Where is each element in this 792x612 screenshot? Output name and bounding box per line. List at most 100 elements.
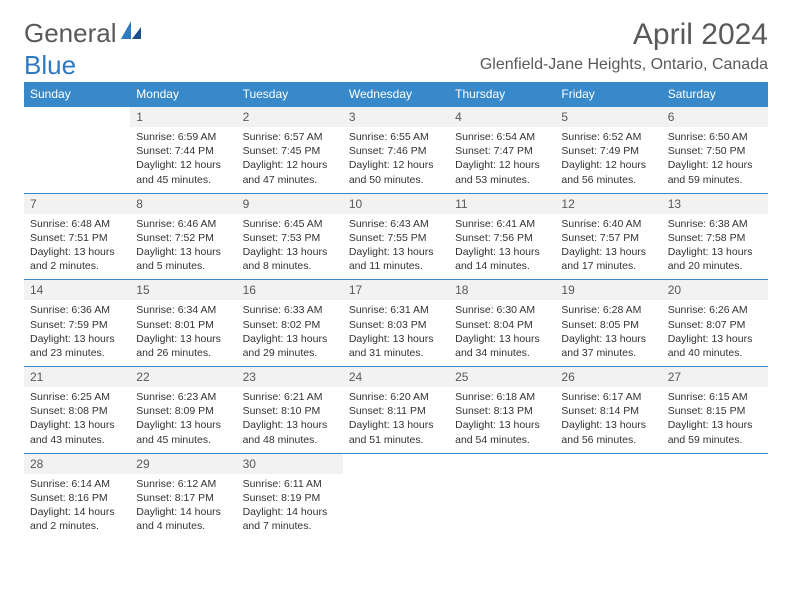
day-detail-cell: Sunrise: 6:55 AMSunset: 7:46 PMDaylight:… <box>343 127 449 193</box>
logo-sail-icon <box>121 21 143 46</box>
weekday-header: Saturday <box>662 82 768 107</box>
daylight-line: Daylight: 13 hours and 37 minutes. <box>561 332 655 360</box>
sunrise-line: Sunrise: 6:41 AM <box>455 217 549 231</box>
weekday-header: Sunday <box>24 82 130 107</box>
sunset-line: Sunset: 7:56 PM <box>455 231 549 245</box>
sunset-line: Sunset: 8:16 PM <box>30 491 124 505</box>
sunset-line: Sunset: 7:57 PM <box>561 231 655 245</box>
sunrise-line: Sunrise: 6:14 AM <box>30 477 124 491</box>
daylight-line: Daylight: 13 hours and 26 minutes. <box>136 332 230 360</box>
day-number-cell: 22 <box>130 367 236 388</box>
daylight-line: Daylight: 13 hours and 11 minutes. <box>349 245 443 273</box>
day-number-cell: 2 <box>237 107 343 128</box>
sunrise-line: Sunrise: 6:33 AM <box>243 303 337 317</box>
day-number-cell: 29 <box>130 453 236 474</box>
daylight-line: Daylight: 13 hours and 34 minutes. <box>455 332 549 360</box>
day-number-cell: 18 <box>449 280 555 301</box>
weekday-header: Tuesday <box>237 82 343 107</box>
day-number-cell: 30 <box>237 453 343 474</box>
daylight-line: Daylight: 13 hours and 43 minutes. <box>30 418 124 446</box>
day-number-cell <box>555 453 661 474</box>
daylight-line: Daylight: 13 hours and 40 minutes. <box>668 332 762 360</box>
day-detail-cell: Sunrise: 6:26 AMSunset: 8:07 PMDaylight:… <box>662 300 768 366</box>
day-number-cell: 26 <box>555 367 661 388</box>
day-number-cell: 21 <box>24 367 130 388</box>
weekday-header-row: Sunday Monday Tuesday Wednesday Thursday… <box>24 82 768 107</box>
daylight-line: Daylight: 14 hours and 4 minutes. <box>136 505 230 533</box>
day-number-cell: 12 <box>555 193 661 214</box>
day-detail-cell: Sunrise: 6:21 AMSunset: 8:10 PMDaylight:… <box>237 387 343 453</box>
weekday-header: Monday <box>130 82 236 107</box>
daylight-line: Daylight: 12 hours and 47 minutes. <box>243 158 337 186</box>
daynum-row: 78910111213 <box>24 193 768 214</box>
day-number-cell <box>449 453 555 474</box>
page-title: April 2024 <box>480 18 768 52</box>
daylight-line: Daylight: 13 hours and 48 minutes. <box>243 418 337 446</box>
sunset-line: Sunset: 8:14 PM <box>561 404 655 418</box>
day-detail-cell: Sunrise: 6:11 AMSunset: 8:19 PMDaylight:… <box>237 474 343 540</box>
sunset-line: Sunset: 8:11 PM <box>349 404 443 418</box>
day-number-cell <box>662 453 768 474</box>
daylight-line: Daylight: 13 hours and 17 minutes. <box>561 245 655 273</box>
calendar-body: 123456Sunrise: 6:59 AMSunset: 7:44 PMDay… <box>24 107 768 540</box>
sunrise-line: Sunrise: 6:48 AM <box>30 217 124 231</box>
sunrise-line: Sunrise: 6:34 AM <box>136 303 230 317</box>
day-detail-cell: Sunrise: 6:15 AMSunset: 8:15 PMDaylight:… <box>662 387 768 453</box>
sunrise-line: Sunrise: 6:26 AM <box>668 303 762 317</box>
daynum-row: 282930 <box>24 453 768 474</box>
sunrise-line: Sunrise: 6:40 AM <box>561 217 655 231</box>
day-number-cell: 20 <box>662 280 768 301</box>
daylight-line: Daylight: 12 hours and 53 minutes. <box>455 158 549 186</box>
sunrise-line: Sunrise: 6:25 AM <box>30 390 124 404</box>
day-detail-cell: Sunrise: 6:18 AMSunset: 8:13 PMDaylight:… <box>449 387 555 453</box>
sunset-line: Sunset: 8:04 PM <box>455 318 549 332</box>
day-number-cell: 6 <box>662 107 768 128</box>
detail-row: Sunrise: 6:48 AMSunset: 7:51 PMDaylight:… <box>24 214 768 280</box>
sunrise-line: Sunrise: 6:46 AM <box>136 217 230 231</box>
calendar-table: Sunday Monday Tuesday Wednesday Thursday… <box>24 82 768 539</box>
daylight-line: Daylight: 12 hours and 56 minutes. <box>561 158 655 186</box>
sunset-line: Sunset: 7:50 PM <box>668 144 762 158</box>
sunrise-line: Sunrise: 6:20 AM <box>349 390 443 404</box>
sunrise-line: Sunrise: 6:23 AM <box>136 390 230 404</box>
sunset-line: Sunset: 8:13 PM <box>455 404 549 418</box>
day-number-cell: 1 <box>130 107 236 128</box>
header: General April 2024 Glenfield-Jane Height… <box>0 0 792 82</box>
daylight-line: Daylight: 13 hours and 56 minutes. <box>561 418 655 446</box>
daylight-line: Daylight: 13 hours and 59 minutes. <box>668 418 762 446</box>
sunset-line: Sunset: 8:07 PM <box>668 318 762 332</box>
daynum-row: 14151617181920 <box>24 280 768 301</box>
logo-text-general: General <box>24 18 117 49</box>
day-detail-cell: Sunrise: 6:59 AMSunset: 7:44 PMDaylight:… <box>130 127 236 193</box>
day-detail-cell <box>343 474 449 540</box>
day-detail-cell <box>449 474 555 540</box>
sunrise-line: Sunrise: 6:54 AM <box>455 130 549 144</box>
day-detail-cell: Sunrise: 6:48 AMSunset: 7:51 PMDaylight:… <box>24 214 130 280</box>
sunset-line: Sunset: 8:01 PM <box>136 318 230 332</box>
logo-text-blue: Blue <box>24 50 76 80</box>
daylight-line: Daylight: 13 hours and 45 minutes. <box>136 418 230 446</box>
day-detail-cell: Sunrise: 6:45 AMSunset: 7:53 PMDaylight:… <box>237 214 343 280</box>
sunset-line: Sunset: 8:17 PM <box>136 491 230 505</box>
sunrise-line: Sunrise: 6:11 AM <box>243 477 337 491</box>
day-detail-cell <box>555 474 661 540</box>
daylight-line: Daylight: 12 hours and 59 minutes. <box>668 158 762 186</box>
sunrise-line: Sunrise: 6:28 AM <box>561 303 655 317</box>
day-detail-cell: Sunrise: 6:25 AMSunset: 8:08 PMDaylight:… <box>24 387 130 453</box>
day-number-cell: 9 <box>237 193 343 214</box>
day-detail-cell: Sunrise: 6:31 AMSunset: 8:03 PMDaylight:… <box>343 300 449 366</box>
day-detail-cell: Sunrise: 6:33 AMSunset: 8:02 PMDaylight:… <box>237 300 343 366</box>
day-number-cell: 25 <box>449 367 555 388</box>
daylight-line: Daylight: 12 hours and 50 minutes. <box>349 158 443 186</box>
day-number-cell: 14 <box>24 280 130 301</box>
day-detail-cell: Sunrise: 6:50 AMSunset: 7:50 PMDaylight:… <box>662 127 768 193</box>
daylight-line: Daylight: 13 hours and 20 minutes. <box>668 245 762 273</box>
sunrise-line: Sunrise: 6:36 AM <box>30 303 124 317</box>
sunrise-line: Sunrise: 6:59 AM <box>136 130 230 144</box>
sunset-line: Sunset: 7:47 PM <box>455 144 549 158</box>
logo: General <box>24 18 145 49</box>
day-number-cell: 11 <box>449 193 555 214</box>
daylight-line: Daylight: 13 hours and 14 minutes. <box>455 245 549 273</box>
sunset-line: Sunset: 8:19 PM <box>243 491 337 505</box>
day-detail-cell: Sunrise: 6:14 AMSunset: 8:16 PMDaylight:… <box>24 474 130 540</box>
